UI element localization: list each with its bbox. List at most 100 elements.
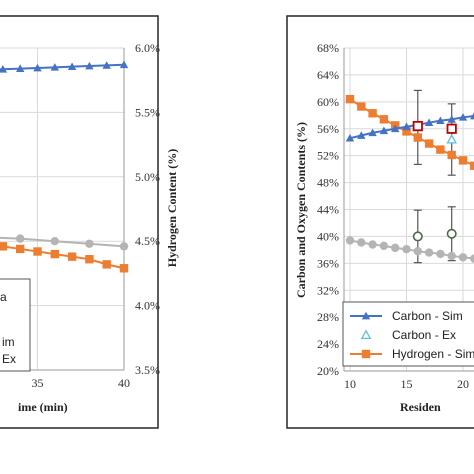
data-point-carbon-sim	[447, 115, 456, 123]
legend-box	[0, 278, 31, 372]
y2-tick-label: 5.5%	[135, 105, 160, 119]
data-point-carbon-sim	[424, 118, 434, 127]
data-point-oxygen-sim	[436, 249, 445, 259]
legend-label: im	[2, 335, 15, 349]
y2-tick-label: 4.0%	[135, 299, 160, 313]
x-tick-label: 20	[457, 377, 469, 391]
series-hydrogen-sim	[345, 94, 474, 170]
data-point-hydrogen-sim	[119, 264, 129, 273]
series-hydrogen-ex	[412, 120, 457, 134]
y-tick-label: 60%	[317, 95, 339, 109]
data-point-carbon-sim	[119, 60, 129, 69]
legend-label: a	[0, 290, 7, 304]
data-point-hydrogen-sim	[33, 247, 42, 256]
data-point-oxygen-sim	[470, 254, 474, 263]
legend-marker	[361, 349, 371, 359]
legend-label: Carbon - Sim	[392, 309, 463, 323]
series-oxygen-ex	[412, 228, 457, 242]
series-line-hydrogen-sim	[0, 244, 125, 270]
y-tick-label: 20%	[317, 364, 339, 378]
x-tick-label: 40	[118, 376, 130, 390]
data-point-hydrogen-sim	[458, 156, 468, 165]
data-point-hydrogen-sim	[436, 145, 445, 154]
data-point-carbon-sim	[50, 63, 59, 71]
legend-label: Ex	[2, 352, 16, 366]
data-point-carbon-sim	[345, 133, 355, 142]
data-point-carbon-sim	[402, 122, 411, 131]
y-tick-label: 36%	[317, 256, 339, 270]
data-point-carbon-sim	[102, 61, 111, 69]
data-point-hydrogen-sim	[345, 94, 355, 104]
data-point-hydrogen-sim	[402, 127, 411, 136]
data-point-oxygen-sim	[413, 247, 422, 256]
legend-marker	[361, 311, 371, 320]
data-point-carbon-ex	[446, 133, 458, 144]
data-point-oxygen-sim	[50, 237, 59, 246]
data-point-hydrogen-sim	[368, 109, 377, 118]
right-chart-border	[286, 15, 474, 429]
y2-axis-title: Hydrogen Content (%)	[165, 149, 179, 267]
series-line-oxygen-sim	[0, 236, 125, 248]
y-tick-label: 68%	[317, 41, 339, 55]
data-point-carbon-sim	[379, 126, 389, 135]
legend-marker	[360, 329, 372, 340]
data-point-hydrogen-sim	[424, 139, 434, 148]
data-point-oxygen-ex	[446, 228, 457, 239]
x-axis-title: Residen	[400, 400, 441, 414]
data-point-oxygen-sim	[345, 236, 355, 245]
data-point-hydrogen-sim	[357, 102, 366, 111]
series-oxygen-sim	[345, 236, 474, 263]
data-point-oxygen-sim	[368, 240, 377, 249]
data-point-hydrogen-sim	[102, 260, 111, 269]
right-chart: 68% 64% 60% 56% 52% 48% 44% 40% 36% 32% 28% 24% 20% 1…	[286, 15, 474, 429]
legend-label: Carbon - Ex	[392, 328, 456, 342]
data-point-carbon-sim	[16, 64, 25, 72]
y-tick-label: 48%	[317, 176, 339, 190]
data-point-carbon-sim	[33, 63, 42, 72]
data-point-carbon-sim	[436, 116, 445, 125]
data-point-hydrogen-sim	[0, 242, 8, 251]
series-hydrogen-sim	[0, 242, 129, 273]
y2-tick-label: 4.5%	[135, 234, 160, 248]
y-tick-label: 40%	[317, 229, 339, 243]
y-tick-label: 28%	[317, 310, 339, 324]
right-legend: Carbon - Sim Carbon - Ex Hydrogen - Sim	[342, 301, 474, 367]
data-point-carbon-sim	[458, 113, 468, 121]
data-point-oxygen-sim	[391, 243, 400, 253]
data-point-oxygen-ex	[412, 231, 423, 242]
y-tick-label: 44%	[317, 203, 339, 217]
left-chart-border	[0, 15, 159, 429]
series-carbon-sim	[0, 60, 129, 73]
y2-tick-label: 6.0%	[135, 41, 160, 55]
y-tick-label: 64%	[317, 68, 339, 82]
data-point-hydrogen-sim	[67, 252, 77, 261]
y2-tick-label: 5.0%	[135, 170, 160, 184]
data-point-hydrogen-sim	[85, 255, 94, 264]
data-point-oxygen-sim	[119, 242, 129, 251]
data-point-oxygen-sim	[85, 239, 94, 248]
data-point-hydrogen-sim	[413, 133, 422, 142]
left-chart: 6.0%5.5%5.0%4.5%4.0%3.5%303540ime (min)H…	[0, 15, 179, 429]
x-tick-label: 35	[32, 376, 44, 390]
x-tick-label: 15	[401, 377, 413, 391]
legend-label: Hydrogen - Sim	[392, 347, 474, 361]
data-point-oxygen-sim	[379, 241, 389, 251]
data-point-carbon-sim	[0, 65, 8, 73]
data-point-oxygen-sim	[357, 238, 366, 247]
x-tick-label: 10	[344, 377, 356, 391]
data-point-carbon-sim	[391, 124, 400, 133]
data-point-oxygen-sim	[447, 251, 456, 261]
data-point-oxygen-sim	[458, 253, 468, 262]
y-axis-title: Carbon and Oxygen Contents (%)	[294, 122, 308, 298]
data-point-carbon-sim	[357, 131, 366, 139]
data-point-hydrogen-sim	[50, 249, 59, 259]
data-point-oxygen-sim	[402, 245, 411, 254]
data-point-hydrogen-sim	[470, 161, 474, 170]
data-point-oxygen-sim	[424, 248, 434, 257]
data-point-carbon-sim	[368, 128, 377, 137]
data-point-hydrogen-sim	[16, 244, 25, 254]
data-point-hydrogen-ex	[412, 120, 423, 132]
data-point-hydrogen-ex	[446, 123, 457, 134]
data-point-oxygen-sim	[16, 234, 25, 243]
